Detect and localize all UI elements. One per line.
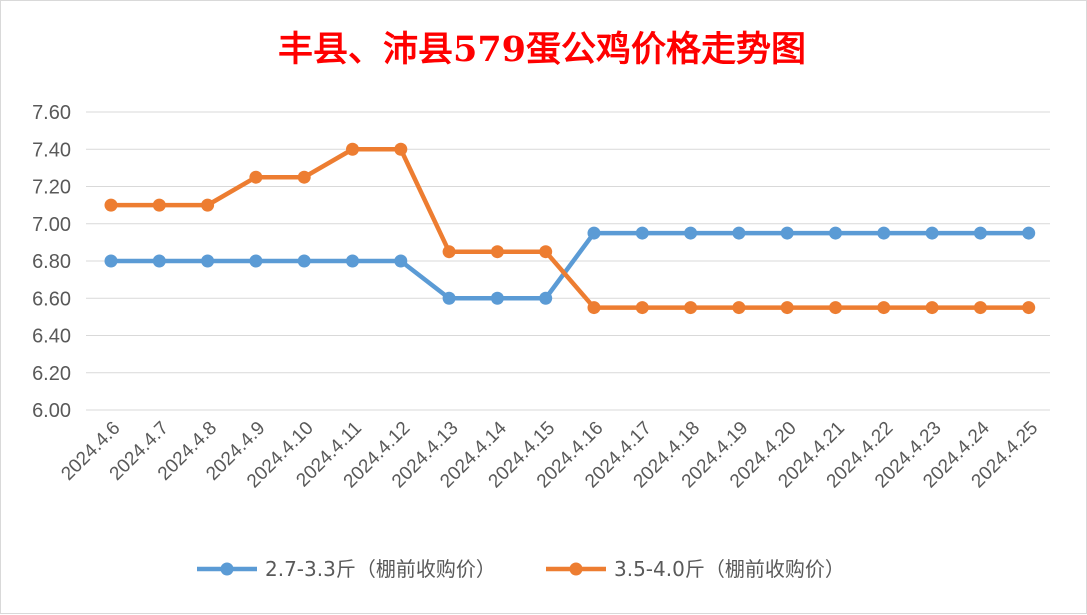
series-1-point — [490, 291, 504, 305]
series-2-point — [732, 301, 746, 315]
y-tick-label: 7.20 — [32, 177, 71, 199]
series-1-point — [925, 226, 939, 240]
series-2-point — [780, 301, 794, 315]
series-2-point — [152, 198, 166, 212]
y-tick-label: 6.40 — [32, 326, 71, 348]
series-2-point — [346, 142, 359, 156]
series-2-point — [587, 301, 601, 315]
series-2-point — [490, 245, 504, 259]
series-1-point — [684, 226, 698, 240]
series-2-point — [249, 170, 263, 184]
series-1-point — [635, 226, 649, 240]
series-2-point — [877, 301, 891, 315]
series-1-point — [442, 291, 456, 305]
series-1-point — [829, 226, 842, 240]
series-2-point — [829, 301, 842, 315]
series-2-point — [539, 245, 553, 259]
series-1-point — [1022, 226, 1036, 240]
x-axis-tick-labels: 2024.4.62024.4.72024.4.82024.4.92024.4.1… — [57, 417, 1042, 492]
series-1-point — [346, 254, 359, 268]
series-1-point — [297, 254, 311, 268]
series-line-2 — [111, 147, 1029, 310]
series-2-point — [635, 301, 649, 315]
series-1-point — [732, 226, 746, 240]
series-1-point — [587, 226, 601, 240]
series-2-point — [442, 245, 456, 259]
series-markers — [104, 142, 1036, 315]
series-2-point — [297, 170, 311, 184]
y-tick-label: 7.60 — [32, 102, 71, 124]
series-2-point — [201, 198, 215, 212]
legend-label-2: 3.5-4.0斤（棚前收购价） — [614, 557, 845, 581]
series-1-point — [201, 254, 215, 268]
series-1-point — [877, 226, 891, 240]
series-1-point — [539, 291, 553, 305]
series-1-point — [394, 254, 408, 268]
series-2-point — [973, 301, 987, 315]
series-1-point — [973, 226, 987, 240]
series-2-point — [1022, 301, 1036, 315]
series-1-point — [152, 254, 166, 268]
y-tick-label: 7.40 — [32, 139, 71, 161]
series-2-point — [925, 301, 939, 315]
legend-marker-1 — [220, 562, 234, 576]
y-tick-label: 6.60 — [32, 288, 71, 310]
series-2-point — [684, 301, 698, 315]
series-2-point — [394, 142, 408, 156]
series-1-point — [780, 226, 794, 240]
legend-label-1: 2.7-3.3斤（棚前收购价） — [265, 557, 496, 581]
series-1-point — [249, 254, 263, 268]
legend-marker-2 — [569, 562, 583, 576]
series-1-point — [104, 254, 118, 268]
y-tick-label: 7.00 — [32, 214, 71, 236]
series-lines — [111, 147, 1029, 310]
y-axis-tick-labels: 6.00 6.20 6.40 6.60 6.80 7.00 7.20 7.40 7.60 — [32, 102, 71, 422]
series-2-point — [104, 198, 118, 212]
chart-title: 丰县、沛县579蛋公鸡价格走势图 — [278, 29, 806, 70]
series-line-1 — [111, 230, 1029, 301]
y-tick-label: 6.80 — [32, 251, 71, 273]
y-tick-label: 6.20 — [32, 363, 71, 385]
legend: 2.7-3.3斤（棚前收购价） 3.5-4.0斤（棚前收购价） — [197, 557, 845, 581]
y-tick-label: 6.00 — [32, 400, 71, 422]
